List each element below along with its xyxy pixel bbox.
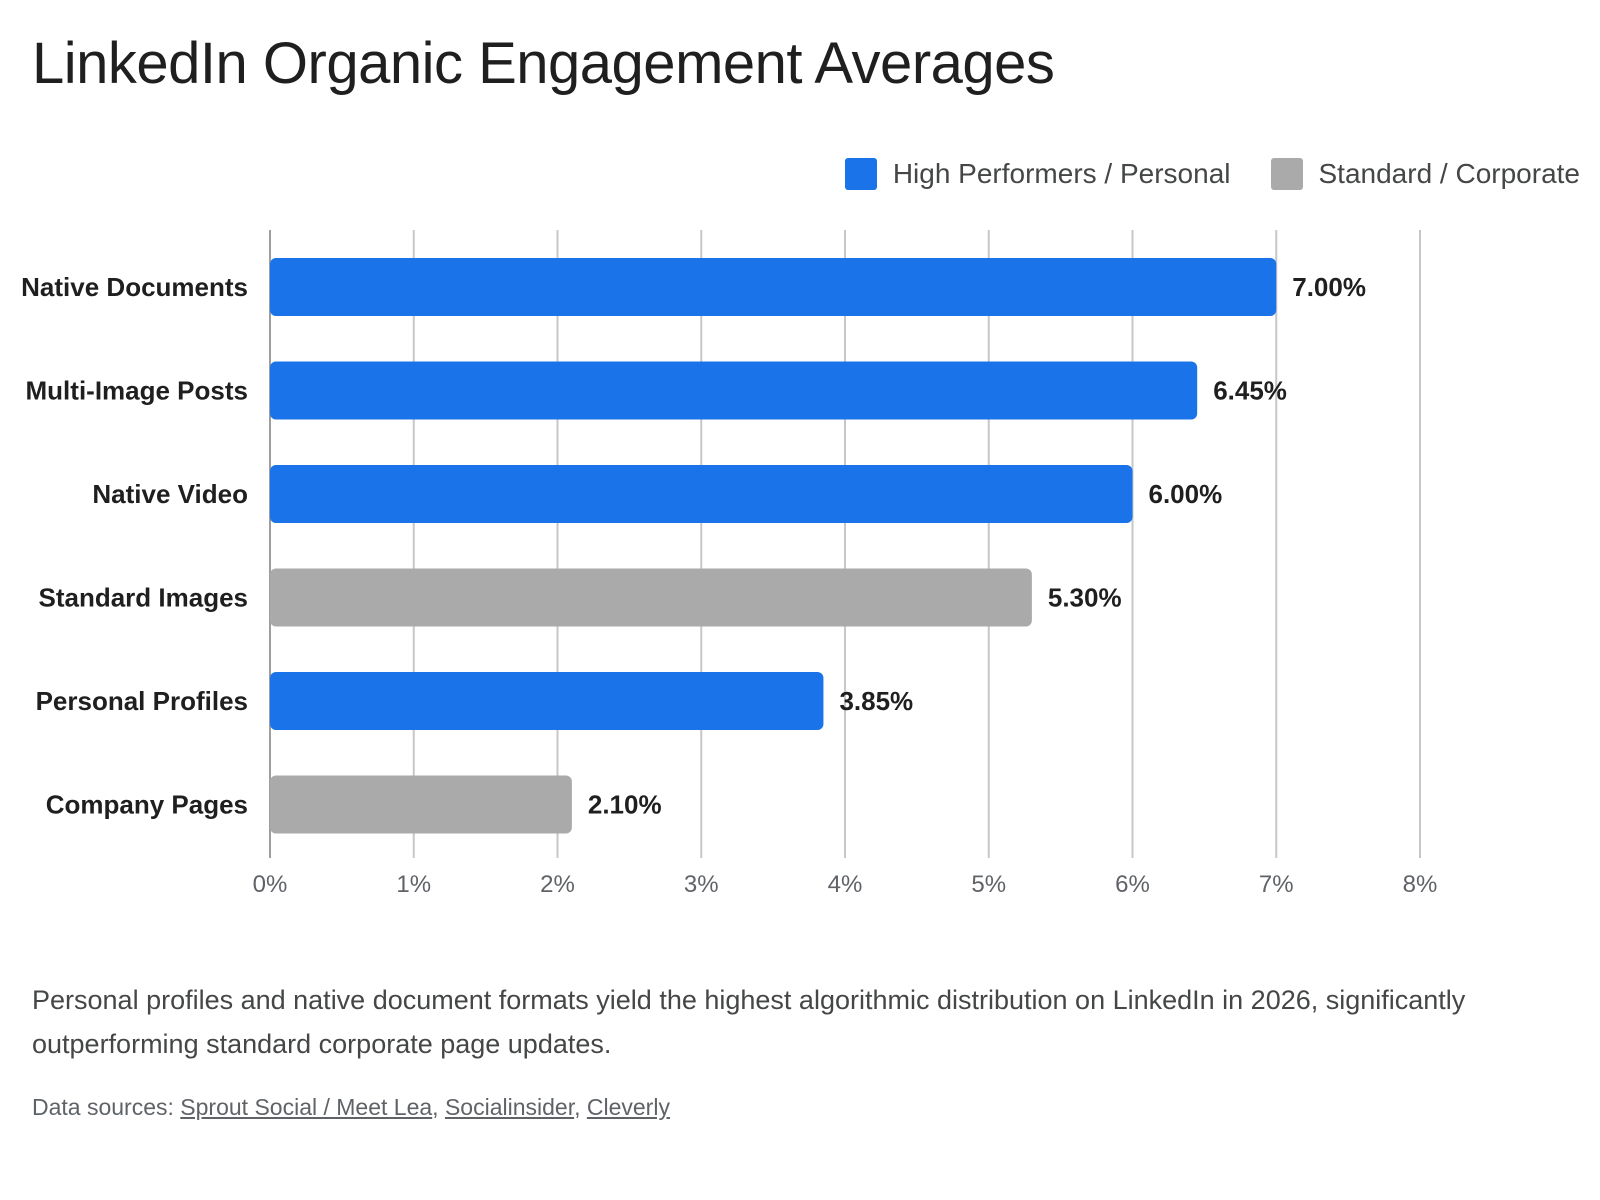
legend-item-standard-corporate: Standard / Corporate (1270, 158, 1581, 190)
category-label-standard-images: Standard Images (38, 583, 248, 613)
bar-standard-images (270, 568, 1032, 627)
x-tick-label-6: 6% (1115, 871, 1150, 898)
chart-caption: Personal profiles and native document fo… (32, 985, 1466, 1059)
bar-native-video (270, 465, 1133, 523)
x-tick-label-7: 7% (1259, 871, 1294, 898)
legend-item-high-performers: High Performers / Personal (844, 158, 1231, 190)
category-label-company-pages: Company Pages (46, 790, 248, 820)
bar-multi-image-posts (270, 361, 1198, 420)
x-tick-label-1: 1% (396, 871, 431, 898)
category-label-native-documents: Native Documents (21, 272, 248, 302)
x-tick-label-2: 2% (540, 871, 575, 898)
category-label-multi-image-posts: Multi-Image Posts (26, 376, 248, 406)
category-label-personal-profiles: Personal Profiles (36, 686, 248, 716)
sources-label: Data sources: (32, 1094, 181, 1120)
data-sources: Data sources: Sprout Social / Meet Lea, … (32, 1094, 670, 1120)
chart-title: LinkedIn Organic Engagement Averages (32, 31, 1055, 96)
source-link-cleverly[interactable]: Cleverly (586, 1094, 670, 1120)
legend-swatch-standard-corporate (1270, 158, 1303, 190)
x-tick-label-5: 5% (971, 871, 1006, 898)
bar-company-pages (270, 775, 572, 834)
legend-label-high-performers: High Performers / Personal (892, 158, 1231, 189)
legend-swatch-high-performers (844, 158, 877, 190)
bar-chart: 0% 1% 2% 3% 4% 5% 6% 7% 8% Native Documents 7.00% M… (21, 230, 1438, 898)
source-link-sprout-social[interactable]: Sprout Social / Meet Lea (180, 1094, 433, 1120)
x-tick-label-8: 8% (1403, 871, 1438, 898)
value-label-native-video: 6.00% (1149, 479, 1223, 509)
bar-native-documents (270, 258, 1277, 316)
chart-legend: High Performers / Personal Standard / Co… (844, 154, 1581, 194)
x-tick-label-3: 3% (684, 871, 719, 898)
category-label-native-video: Native Video (92, 479, 248, 509)
x-tick-label-4: 4% (828, 871, 863, 898)
legend-label-standard-corporate: Standard / Corporate (1318, 158, 1581, 189)
value-label-personal-profiles: 3.85% (839, 686, 913, 716)
value-label-company-pages: 2.10% (588, 790, 662, 820)
value-label-multi-image-posts: 6.45% (1213, 376, 1287, 406)
value-label-native-documents: 7.00% (1292, 272, 1366, 302)
bar-personal-profiles (270, 672, 824, 730)
value-label-standard-images: 5.30% (1048, 583, 1122, 613)
source-link-socialinsider[interactable]: Socialinsider (444, 1094, 575, 1120)
x-tick-label-0: 0% (253, 871, 288, 898)
